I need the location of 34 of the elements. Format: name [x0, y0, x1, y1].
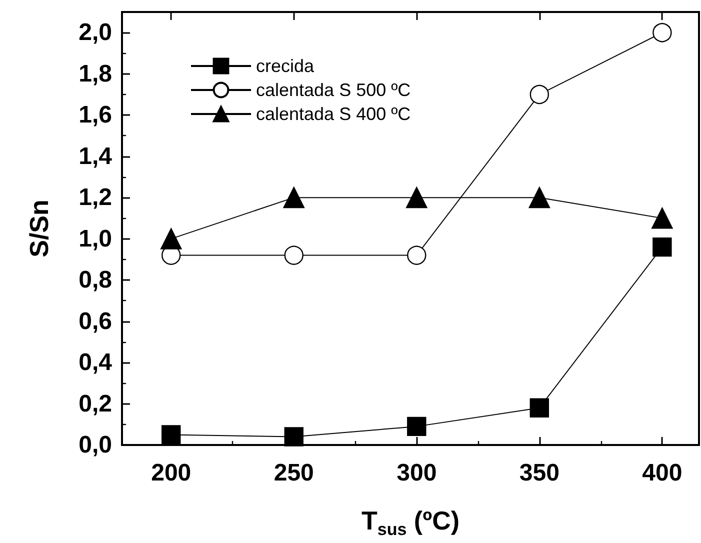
y-tick-label: 1,6 [78, 102, 112, 129]
y-tick-label: 0,6 [78, 308, 112, 335]
point [283, 186, 304, 208]
y-tick-label: 0,2 [78, 390, 112, 418]
y-tick-label: 1,2 [78, 184, 112, 212]
point [652, 23, 672, 42]
point [162, 425, 181, 444]
point [652, 237, 672, 257]
point [284, 246, 304, 265]
y-tick-label: 0,4 [78, 349, 113, 376]
y-tick-label: 1,0 [78, 225, 112, 252]
point [407, 416, 426, 436]
legend-label: crecida [256, 56, 316, 76]
point [652, 208, 673, 229]
point [160, 228, 182, 250]
legend-label: calentada S 500 ºC [256, 80, 411, 100]
y-tick-label: 1,4 [78, 142, 113, 170]
x-tick-label: 400 [642, 460, 682, 486]
x-tick-label: 250 [274, 460, 314, 486]
point [407, 246, 426, 265]
y-tick-label: 0,0 [78, 432, 112, 458]
y-axis-title: S/Sn [24, 200, 54, 258]
point [284, 427, 304, 446]
x-tick-label: 200 [151, 460, 192, 486]
x-tick-label: 350 [519, 460, 560, 486]
point [528, 186, 550, 208]
y-tick-label: 2,0 [78, 19, 112, 46]
y-tick-label: 0,8 [78, 266, 112, 294]
x-tick-label: 300 [396, 460, 437, 486]
point [530, 398, 550, 418]
y-tick-label: 1,8 [78, 60, 112, 88]
point [406, 186, 428, 208]
legend-label: calentada S 400 ºC [256, 104, 411, 124]
point [530, 84, 550, 104]
